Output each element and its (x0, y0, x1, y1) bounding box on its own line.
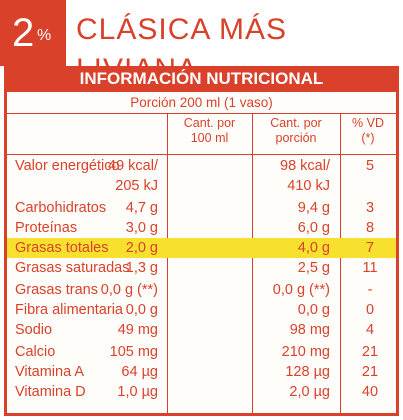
nutrient-name: Sodio (15, 322, 53, 338)
nutrient-name: Valor energético (15, 158, 120, 174)
amount-per-100ml: 2,0 g (125, 240, 158, 256)
amount-per-100ml: 64 µg (121, 364, 158, 380)
nutrient-row: Grasas saturadas 1,3 g 2,5 g 11 (7, 258, 396, 278)
amount-per-portion: 2,5 g (297, 260, 330, 276)
amount-per-portion: 128 µg (285, 364, 330, 380)
daily-value-percent: 21 (361, 344, 379, 360)
nutrient-row: 205 kJ 410 kJ (7, 176, 396, 196)
column-header-line: 100 ml (190, 131, 229, 145)
nutrient-row: Calcio 105 mg 210 mg 21 (7, 342, 396, 362)
amount-per-100ml: 3,0 g (125, 220, 158, 236)
column-header-line: (*) (361, 131, 375, 145)
amount-per-100ml: 0,0 g (**) (100, 282, 158, 298)
amount-per-100ml: 0,0 g (125, 302, 158, 318)
amount-per-portion: 98 mg (289, 322, 330, 338)
amount-per-100ml: 105 mg (109, 344, 158, 360)
daily-value-percent: 40 (361, 384, 379, 400)
amount-per-portion: 6,0 g (297, 220, 330, 236)
fat-percent-badge: 2 % (0, 0, 66, 66)
nutrient-name: Grasas trans (15, 282, 98, 298)
nutrient-name: Calcio (15, 344, 56, 360)
amount-per-portion: 0,0 g (**) (272, 282, 330, 298)
nutrient-name: Proteínas (15, 220, 78, 236)
amount-per-100ml: 49 kcal/ (108, 158, 158, 174)
header-divider (7, 154, 396, 155)
amount-per-100ml: 4,7 g (125, 200, 158, 216)
daily-value-percent: 21 (361, 364, 379, 380)
nutrient-name: Vitamina D (15, 384, 86, 400)
badge-number: 2 (12, 11, 35, 55)
product-header: 2 % CLÁSICA MÁS LIVIANA (0, 0, 403, 86)
daily-value-percent: 8 (365, 220, 375, 236)
nutrient-row: Grasas trans 0,0 g (**) 0,0 g (**) - (7, 280, 396, 300)
nutrient-row: Carbohidratos 4,7 g 9,4 g 3 (7, 198, 396, 218)
amount-per-portion: 210 mg (281, 344, 330, 360)
nutrient-row: Vitamina D 1,0 µg 2,0 µg 40 (7, 382, 396, 402)
column-header-vd: % VD (*) (340, 116, 396, 154)
amount-per-100ml: 49 mg (117, 322, 158, 338)
amount-per-portion: 98 kcal/ (280, 158, 330, 174)
column-header-line: Cant. por (183, 116, 236, 130)
amount-per-portion: 9,4 g (297, 200, 330, 216)
nutrition-title: INFORMACIÓN NUTRICIONAL (7, 66, 396, 92)
daily-value-percent: 7 (365, 240, 375, 256)
nutrient-row: Vitamina A 64 µg 128 µg 21 (7, 362, 396, 382)
daily-value-percent: - (367, 282, 373, 298)
column-header-line: porción (275, 131, 317, 145)
nutrient-name: Fibra alimentaria (15, 302, 123, 318)
column-header-per-100ml: Cant. por 100 ml (167, 116, 252, 154)
daily-value-percent: 11 (362, 260, 378, 276)
badge-percent-sign: % (37, 27, 52, 44)
nutrient-row: Valor energético 49 kcal/98 kcal/5 (7, 156, 396, 176)
nutrient-row: Proteínas 3,0 g 6,0 g 8 (7, 218, 396, 238)
amount-per-portion: 410 kJ (287, 178, 330, 194)
nutrient-name: Grasas totales (15, 240, 109, 256)
amount-per-portion: 0,0 g (297, 302, 330, 318)
amount-per-portion: 2,0 µg (289, 384, 330, 400)
amount-per-100ml: 1,0 µg (117, 384, 158, 400)
nutrient-name: Grasas saturadas (15, 260, 130, 276)
nutrient-row: Grasas totales 2,0 g 4,0 g 7 (7, 238, 396, 258)
column-header-per-portion: Cant. por porción (252, 116, 340, 154)
amount-per-portion: 4,0 g (297, 240, 330, 256)
nutrient-name: Carbohidratos (15, 200, 107, 216)
amount-per-100ml: 205 kJ (115, 178, 158, 194)
daily-value-percent: 5 (365, 158, 375, 174)
daily-value-percent: 4 (365, 322, 375, 338)
nutrient-row: Sodio 49 mg 98 mg 4 (7, 320, 396, 340)
column-header-line: Cant. por (270, 116, 322, 130)
column-divider (252, 114, 253, 413)
daily-value-percent: 0 (365, 302, 375, 318)
serving-size: Porción 200 ml (1 vaso) (7, 92, 396, 114)
nutrition-facts-panel: INFORMACIÓN NUTRICIONAL Porción 200 ml (… (4, 66, 399, 416)
column-divider (340, 114, 341, 413)
column-divider (167, 114, 168, 413)
nutrient-name: Vitamina A (15, 364, 85, 380)
daily-value-percent: 3 (365, 200, 375, 216)
column-header-line: % VD (352, 116, 384, 130)
amount-per-100ml: 1,3 g (125, 260, 158, 276)
